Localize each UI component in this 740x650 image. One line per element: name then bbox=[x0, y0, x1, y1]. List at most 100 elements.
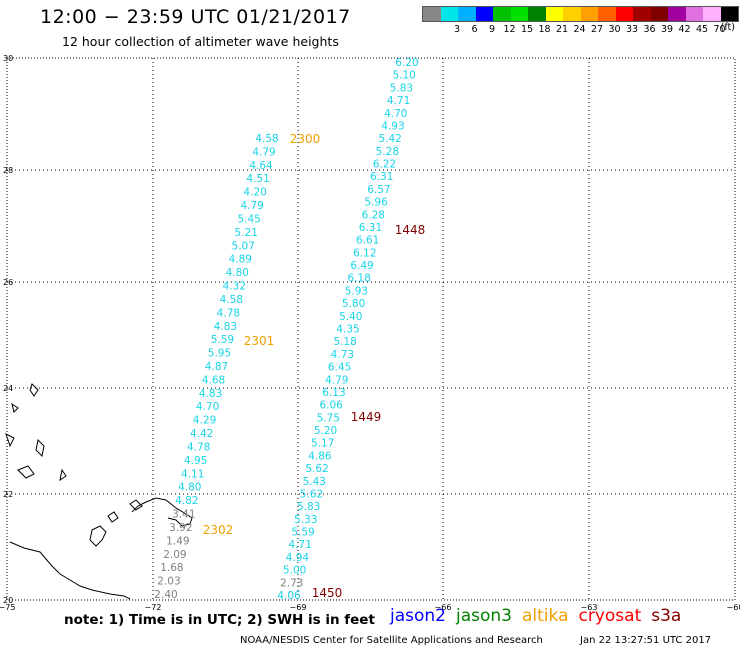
legend-swatch bbox=[580, 7, 598, 21]
island-acklins bbox=[89, 525, 107, 547]
time-label: 2302 bbox=[203, 523, 234, 537]
swh-value: 6.22 bbox=[373, 159, 396, 171]
swh-value: 4.79 bbox=[240, 200, 263, 212]
swh-value: 2.09 bbox=[163, 549, 186, 561]
legend-tick-label: 15 bbox=[520, 24, 534, 35]
swh-value: 6.28 bbox=[362, 209, 385, 221]
legend-swatch bbox=[598, 7, 616, 21]
swh-value: 4.71 bbox=[289, 539, 312, 551]
lat-label: 26 bbox=[3, 278, 13, 287]
swh-value: 5.59 bbox=[291, 527, 314, 539]
legend-scale-labels: 3 6 9 12 15 18 21 24 27 30 33 36 39 42 45 70 bbox=[422, 22, 739, 36]
time-label: 1449 bbox=[351, 410, 382, 424]
swh-value: 6.57 bbox=[367, 184, 390, 196]
legend-unit: (ft) bbox=[720, 22, 735, 33]
swh-value: 4.80 bbox=[226, 267, 249, 279]
satellite-name: cryosat bbox=[578, 606, 642, 626]
swh-value: 4.83 bbox=[214, 321, 237, 333]
swh-value: 4.94 bbox=[286, 552, 310, 564]
swh-value: 5.42 bbox=[378, 133, 401, 145]
island-san-salvador bbox=[11, 402, 19, 413]
swh-value: 5.40 bbox=[339, 311, 362, 323]
generated-timestamp: Jan 22 13:27:51 UTC 2017 bbox=[580, 635, 712, 646]
swh-value: 6.18 bbox=[348, 273, 371, 285]
time-label: 2300 bbox=[290, 132, 321, 146]
swh-value: 5.43 bbox=[303, 476, 326, 488]
swh-value: 4.64 bbox=[249, 160, 273, 172]
swh-value: 2.03 bbox=[157, 576, 180, 588]
legend-tick-label: 3 bbox=[453, 24, 461, 35]
swh-value: 4.51 bbox=[246, 173, 269, 185]
island-rum-cay bbox=[29, 383, 39, 397]
hispaniola-coast bbox=[131, 497, 193, 527]
legend-swatch bbox=[563, 7, 581, 21]
lat-label: 30 bbox=[3, 54, 13, 63]
axis-labels: 30 28 26 24 22 20−75 −72 −69 −66 −63 −60 bbox=[0, 54, 740, 612]
swh-value: 4.29 bbox=[193, 415, 216, 427]
island-inagua bbox=[129, 499, 143, 511]
swh-value: 4.58 bbox=[220, 294, 243, 306]
swh-value: 5.00 bbox=[283, 565, 306, 577]
island-long bbox=[35, 438, 45, 458]
swh-value: 6.49 bbox=[350, 260, 373, 272]
swh-value: 4.78 bbox=[217, 307, 240, 319]
lon-label: −69 bbox=[290, 603, 307, 612]
swh-value: 5.33 bbox=[294, 514, 317, 526]
swh-value: 4.20 bbox=[243, 187, 266, 199]
time-label: 1448 bbox=[395, 223, 426, 237]
swh-value: 4.68 bbox=[202, 374, 225, 386]
lon-label: −63 bbox=[581, 603, 598, 612]
legend-swatch bbox=[458, 7, 476, 21]
swh-value: 5.21 bbox=[235, 227, 258, 239]
legend-swatch bbox=[668, 7, 686, 21]
legend-swatch bbox=[685, 7, 703, 21]
swh-value: 4.32 bbox=[223, 281, 246, 293]
legend-swatch bbox=[703, 7, 721, 21]
satellite-name: jason3 bbox=[456, 606, 512, 626]
page-title: 12:00 − 23:59 UTC 01/21/2017 bbox=[40, 6, 351, 28]
legend-color-bar bbox=[422, 6, 739, 22]
legend-swatch bbox=[545, 7, 563, 21]
legend-tick-label: 36 bbox=[643, 24, 656, 35]
satellite-legend: jason2 jason3 altika cryosat s3a bbox=[390, 606, 691, 626]
gridlines bbox=[7, 58, 735, 600]
swh-value: 5.59 bbox=[211, 334, 234, 346]
swh-value: 5.20 bbox=[314, 425, 337, 437]
swh-value: 6.20 bbox=[395, 57, 418, 69]
page-subtitle: 12 hour collection of altimeter wave hei… bbox=[62, 34, 339, 49]
legend-swatch bbox=[475, 7, 493, 21]
swh-value: 2.73 bbox=[280, 577, 303, 589]
track-right-swh: 6.205.105.834.714.704.935.425.286.226.31… bbox=[277, 57, 418, 602]
swh-value: 4.86 bbox=[308, 450, 332, 462]
island-mayaguana bbox=[59, 468, 67, 482]
swh-value: 4.11 bbox=[181, 468, 204, 480]
swh-value: 4.95 bbox=[184, 455, 207, 467]
legend-swatch bbox=[633, 7, 651, 21]
swh-value: 6.12 bbox=[353, 247, 376, 259]
legend-tick-label: 24 bbox=[573, 24, 586, 35]
swh-value: 3.92 bbox=[169, 522, 192, 534]
lat-label: 20 bbox=[3, 596, 13, 605]
swh-value: 6.45 bbox=[328, 362, 351, 374]
swh-value: 5.83 bbox=[390, 82, 413, 94]
swh-value: 4.83 bbox=[199, 388, 222, 400]
lat-label: 28 bbox=[3, 166, 13, 175]
swh-value: 4.93 bbox=[381, 120, 404, 132]
legend-swatch bbox=[423, 7, 441, 21]
color-legend: 3 6 9 12 15 18 21 24 27 30 33 36 39 42 45 70 bbox=[422, 6, 739, 36]
swh-value: 6.61 bbox=[356, 235, 379, 247]
satellite-name: jason2 bbox=[390, 606, 446, 626]
legend-swatch bbox=[650, 7, 668, 21]
legend-swatch bbox=[615, 7, 633, 21]
lon-label: −72 bbox=[145, 603, 162, 612]
lat-label: 22 bbox=[3, 490, 13, 499]
swh-value: 5.83 bbox=[297, 501, 320, 513]
swh-value: 5.93 bbox=[345, 285, 368, 297]
swh-value: 4.80 bbox=[178, 482, 201, 494]
map-frame bbox=[6, 57, 736, 601]
swh-value: 5.07 bbox=[232, 240, 255, 252]
legend-tick-label: 30 bbox=[608, 24, 621, 35]
legend-tick-label: 70 bbox=[713, 24, 726, 35]
swh-value: 5.10 bbox=[392, 70, 415, 82]
island-cat bbox=[5, 433, 15, 448]
